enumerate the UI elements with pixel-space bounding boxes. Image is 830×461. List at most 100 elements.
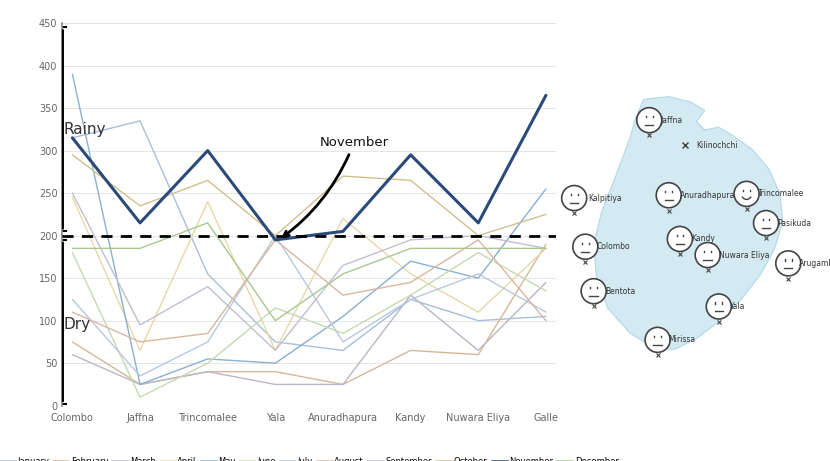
Line: May: May	[72, 74, 546, 384]
February	[473, 352, 483, 357]
November	[541, 93, 551, 98]
June	[406, 292, 416, 298]
November	[406, 152, 416, 158]
December	[473, 246, 483, 251]
December	[338, 271, 348, 277]
Text: Nuwara Eliya: Nuwara Eliya	[719, 250, 769, 260]
February	[406, 348, 416, 353]
Text: Yala: Yala	[730, 302, 745, 311]
January	[271, 339, 281, 345]
December	[203, 220, 212, 225]
February	[67, 339, 77, 345]
Line: September: September	[72, 193, 546, 350]
October	[271, 233, 281, 238]
Circle shape	[734, 181, 759, 207]
December	[406, 246, 416, 251]
Text: Colombo: Colombo	[597, 242, 630, 251]
Text: Dry: Dry	[64, 318, 90, 332]
October	[338, 173, 348, 179]
March	[203, 369, 212, 374]
May	[338, 313, 348, 319]
April	[473, 309, 483, 315]
June	[271, 305, 281, 311]
Line: December: December	[72, 223, 546, 321]
Line: August: August	[72, 240, 546, 342]
July	[473, 271, 483, 277]
May	[203, 356, 212, 362]
March	[541, 280, 551, 285]
Line: July: July	[72, 236, 546, 376]
February	[135, 382, 145, 387]
July	[203, 339, 212, 345]
August	[135, 339, 145, 345]
June	[541, 288, 551, 294]
March	[406, 292, 416, 298]
August	[203, 331, 212, 336]
Circle shape	[645, 327, 670, 352]
November	[67, 135, 77, 141]
September	[271, 348, 281, 353]
July	[406, 296, 416, 302]
April	[541, 246, 551, 251]
November	[338, 229, 348, 234]
Text: Kandy: Kandy	[691, 235, 715, 243]
December	[541, 246, 551, 251]
September	[203, 284, 212, 290]
January	[338, 348, 348, 353]
Circle shape	[637, 108, 662, 133]
November	[203, 148, 212, 154]
May	[135, 382, 145, 387]
February	[541, 242, 551, 247]
Text: Pasikuda: Pasikuda	[777, 219, 811, 228]
Line: November: November	[72, 95, 546, 240]
April	[406, 271, 416, 277]
March	[473, 348, 483, 353]
Line: June: June	[72, 253, 546, 397]
Circle shape	[657, 183, 681, 208]
Text: Kilinochchi: Kilinochchi	[696, 141, 738, 150]
Circle shape	[754, 211, 779, 236]
January	[406, 296, 416, 302]
February	[203, 369, 212, 374]
March	[135, 382, 145, 387]
January	[135, 118, 145, 124]
June	[67, 250, 77, 255]
May	[271, 361, 281, 366]
March	[67, 352, 77, 357]
October	[67, 152, 77, 158]
November	[271, 237, 281, 242]
April	[135, 348, 145, 353]
November	[135, 220, 145, 225]
Text: Jaffna: Jaffna	[661, 116, 682, 124]
October	[135, 203, 145, 209]
Line: February: February	[72, 244, 546, 384]
January	[203, 271, 212, 277]
January	[473, 318, 483, 324]
Text: Rainy: Rainy	[64, 122, 106, 137]
March	[338, 382, 348, 387]
June	[203, 361, 212, 366]
Legend: January, February, March, April, May, June, July, August, September, October, No: January, February, March, April, May, Ju…	[0, 454, 622, 461]
August	[473, 237, 483, 242]
Polygon shape	[593, 96, 783, 349]
September	[406, 237, 416, 242]
Circle shape	[706, 294, 731, 319]
January	[541, 313, 551, 319]
September	[67, 190, 77, 196]
April	[271, 348, 281, 353]
October	[541, 212, 551, 217]
April	[338, 216, 348, 221]
May	[67, 71, 77, 77]
August	[338, 292, 348, 298]
December	[271, 318, 281, 324]
August	[271, 237, 281, 242]
September	[473, 233, 483, 238]
May	[473, 275, 483, 281]
October	[473, 233, 483, 238]
Line: January: January	[72, 121, 546, 350]
Circle shape	[562, 185, 587, 211]
Text: Trincomalee: Trincomalee	[758, 189, 804, 198]
March	[271, 382, 281, 387]
October	[203, 177, 212, 183]
August	[67, 309, 77, 315]
